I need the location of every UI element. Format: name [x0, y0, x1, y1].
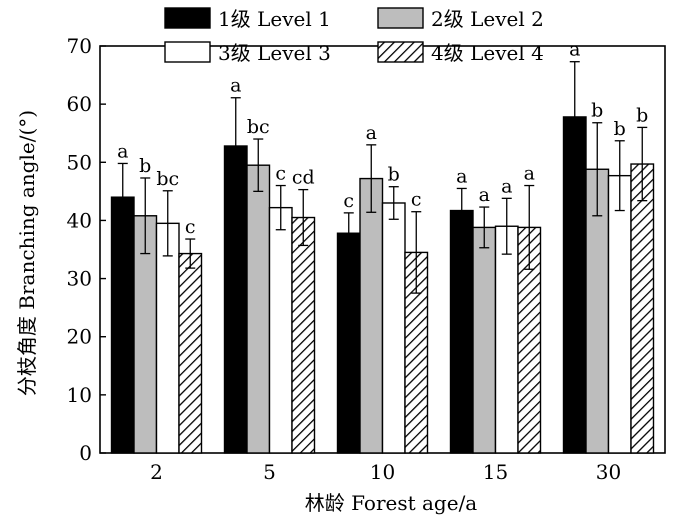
bar: [336, 232, 361, 454]
legend-swatch: [377, 41, 424, 63]
significance-letter: bc: [156, 168, 179, 190]
bar: [246, 164, 271, 454]
x-tick-label: 15: [483, 460, 508, 484]
legend-label: 3级 Level 3: [218, 41, 331, 65]
bar: [291, 216, 316, 454]
y-tick-label: 30: [67, 267, 92, 291]
bar: [359, 177, 384, 454]
significance-letter: a: [524, 163, 535, 185]
bar: [178, 252, 203, 454]
x-axis-label: 林龄 Forest age/a: [305, 491, 478, 515]
y-tick-label: 0: [79, 441, 92, 465]
legend-label: 4级 Level 4: [431, 41, 544, 65]
significance-letter: c: [411, 189, 422, 211]
x-tick-label: 5: [263, 460, 276, 484]
significance-letter: b: [636, 104, 648, 126]
legend-swatch: [377, 7, 424, 29]
significance-letter: bc: [247, 116, 270, 138]
legend-swatch: [164, 7, 211, 29]
significance-letter: c: [275, 163, 286, 185]
y-axis-label: 分枝角度 Branching angle/(°): [15, 110, 39, 396]
significance-letter: a: [569, 39, 580, 61]
legend-label: 1级 Level 1: [218, 7, 331, 31]
y-tick-label: 40: [67, 208, 92, 232]
y-tick-label: 20: [67, 325, 92, 349]
significance-letter: b: [591, 100, 603, 122]
bar: [607, 174, 632, 454]
y-tick-label: 60: [67, 92, 92, 116]
y-tick-label: 70: [67, 34, 92, 58]
x-tick-label: 30: [596, 460, 621, 484]
significance-letter: a: [230, 75, 241, 97]
significance-letter: c: [343, 190, 354, 212]
legend: 1级 Level 1 2级 Level 2 3级 Level 3 4级 Level 4: [164, 7, 544, 65]
significance-letter: b: [139, 155, 151, 177]
bar: [268, 206, 293, 454]
bar: [381, 202, 406, 454]
significance-letter: a: [456, 165, 467, 187]
bar: [494, 225, 519, 454]
legend-label: 2级 Level 2: [431, 7, 544, 31]
significance-letter: a: [479, 184, 490, 206]
bar: [155, 222, 180, 454]
x-tick-label: 2: [150, 460, 163, 484]
significance-letter: b: [388, 164, 400, 186]
bar: [449, 209, 474, 454]
y-tick-label: 50: [67, 150, 92, 174]
y-tick-label: 10: [67, 383, 92, 407]
legend-swatch: [164, 41, 211, 63]
significance-letter: a: [117, 140, 128, 162]
significance-letter: cd: [292, 167, 315, 189]
significance-letter: b: [614, 118, 626, 140]
significance-letter: c: [185, 216, 196, 238]
x-tick-label: 10: [370, 460, 395, 484]
bar: [630, 163, 655, 454]
significance-letter: a: [501, 175, 512, 197]
bar: [472, 226, 497, 454]
bar: [110, 196, 135, 454]
significance-letter: a: [366, 122, 377, 144]
